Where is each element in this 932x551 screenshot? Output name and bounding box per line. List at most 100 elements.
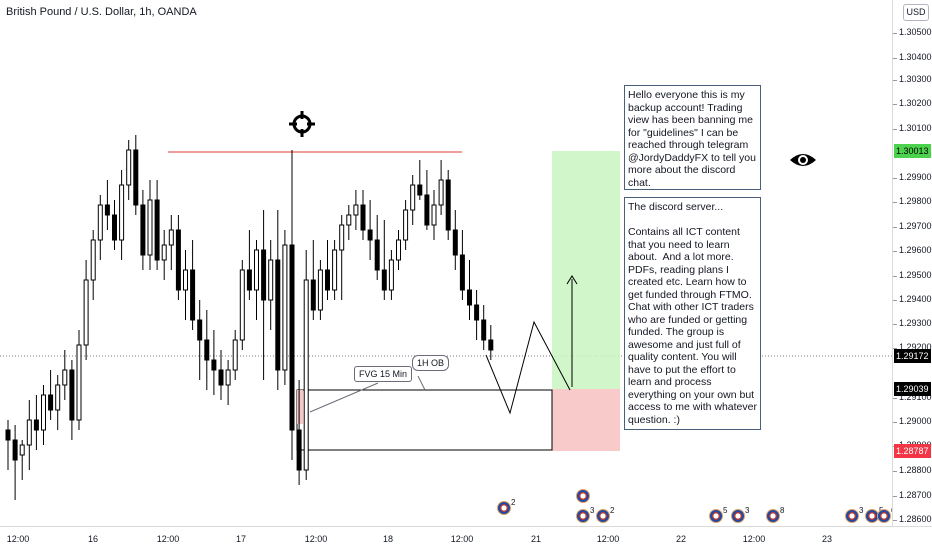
event-count: 6 bbox=[891, 506, 892, 515]
candle-body bbox=[396, 239, 401, 261]
candle-body bbox=[90, 239, 96, 281]
candle-body bbox=[474, 304, 480, 321]
currency-button[interactable]: USD bbox=[903, 4, 929, 21]
price-chart[interactable] bbox=[0, 0, 892, 526]
target-arrow-head bbox=[566, 275, 578, 285]
last-price-label: 1.29172 bbox=[894, 349, 931, 363]
fvg-box[interactable] bbox=[297, 390, 303, 424]
flag-icon[interactable] bbox=[731, 509, 745, 523]
time-tick: 17 bbox=[235, 534, 247, 544]
event-count: 2 bbox=[511, 498, 516, 507]
ob-callout[interactable]: 1H OB bbox=[412, 355, 450, 371]
candle-body bbox=[41, 394, 46, 431]
candle-body bbox=[211, 359, 217, 371]
flag-icon[interactable] bbox=[497, 501, 511, 515]
candle-body bbox=[246, 269, 252, 291]
price-tick: 1.29100 bbox=[893, 392, 932, 402]
candle-body bbox=[254, 249, 259, 291]
price-tick: 1.30100 bbox=[893, 123, 932, 133]
candle-body bbox=[275, 259, 281, 371]
stop-zone[interactable] bbox=[552, 389, 620, 451]
price-tick: 1.30200 bbox=[893, 98, 932, 108]
candle-body bbox=[161, 244, 167, 261]
candle-body bbox=[374, 239, 380, 271]
candle-body bbox=[452, 229, 458, 256]
candle-body bbox=[12, 439, 18, 461]
candle-body bbox=[239, 269, 245, 341]
price-tick: 1.29300 bbox=[893, 318, 932, 328]
flag-icon[interactable] bbox=[576, 489, 590, 503]
candle-body bbox=[431, 204, 437, 226]
entry-price-label: 1.29039 bbox=[894, 382, 931, 396]
price-tick: 1.29400 bbox=[893, 294, 932, 304]
time-tick: 12:00 bbox=[450, 534, 474, 544]
candle-body bbox=[5, 429, 11, 441]
projection-path[interactable] bbox=[485, 320, 571, 415]
candle-body bbox=[467, 289, 472, 306]
candle-body bbox=[190, 269, 196, 321]
event-count: 3 bbox=[745, 506, 750, 515]
candle-body bbox=[346, 214, 352, 226]
candle-body bbox=[310, 279, 316, 311]
fvg-callout[interactable]: FVG 15 Min bbox=[354, 366, 413, 382]
time-axis[interactable]: 12:00 16 12:00 17 12:00 18 12:00 21 12:00 22 12:00… bbox=[0, 526, 932, 551]
candle-body bbox=[410, 184, 416, 211]
time-tick: 22 bbox=[675, 534, 687, 544]
flag-icon[interactable] bbox=[877, 509, 891, 523]
candle-body bbox=[168, 229, 174, 246]
price-tick: 1.29500 bbox=[893, 270, 932, 280]
candle-body bbox=[303, 279, 309, 471]
price-axis[interactable]: 1.30500 1.30400 1.30300 1.30200 1.30100 1.299… bbox=[892, 0, 932, 526]
price-tick: 1.29800 bbox=[893, 196, 932, 206]
price-tick: 1.30500 bbox=[893, 27, 932, 37]
note-discord[interactable]: The discord server... Contains all ICT c… bbox=[624, 197, 761, 430]
candle-body bbox=[133, 149, 139, 206]
flag-icon[interactable] bbox=[845, 509, 859, 523]
candle-body bbox=[445, 179, 451, 231]
stop-price-label: 1.28787 bbox=[894, 444, 931, 458]
candle-body bbox=[218, 369, 224, 386]
candle-body bbox=[204, 339, 210, 361]
crosshair-icon[interactable] bbox=[289, 111, 315, 137]
time-tick: 12:00 bbox=[156, 534, 180, 544]
time-tick: 12:00 bbox=[304, 534, 328, 544]
target-zone[interactable] bbox=[552, 151, 620, 389]
flag-icon[interactable] bbox=[766, 509, 780, 523]
candle-body bbox=[119, 184, 125, 241]
candle-body bbox=[26, 419, 32, 446]
candle-body bbox=[459, 254, 465, 291]
candle-body bbox=[232, 339, 238, 371]
candle-body bbox=[367, 229, 373, 241]
candle-body bbox=[154, 199, 160, 261]
flag-icon[interactable] bbox=[596, 509, 610, 523]
time-tick: 16 bbox=[87, 534, 99, 544]
candle-body bbox=[424, 194, 430, 226]
time-tick: 12:00 bbox=[742, 534, 766, 544]
event-count: 3 bbox=[590, 506, 595, 515]
price-tick: 1.30300 bbox=[893, 74, 932, 84]
symbol-title[interactable]: British Pound / U.S. Dollar, 1h, OANDA bbox=[6, 6, 197, 18]
time-tick: 12:00 bbox=[6, 534, 30, 544]
target-price-label: 1.30013 bbox=[894, 144, 931, 158]
time-tick: 18 bbox=[382, 534, 394, 544]
candle-body bbox=[62, 369, 68, 386]
eye-icon[interactable] bbox=[790, 154, 816, 166]
candle-body bbox=[339, 224, 345, 251]
candle-body bbox=[197, 319, 203, 341]
candle-body bbox=[19, 444, 25, 456]
candle-body bbox=[76, 344, 82, 421]
chart-area[interactable]: British Pound / U.S. Dollar, 1h, OANDA F… bbox=[0, 0, 892, 526]
candle-body bbox=[126, 149, 132, 186]
price-tick: 1.29000 bbox=[893, 416, 932, 426]
candle-body bbox=[33, 419, 39, 431]
candle-body bbox=[97, 204, 103, 241]
flag-icon[interactable] bbox=[709, 509, 723, 523]
candle-body bbox=[289, 244, 295, 431]
candle-body bbox=[261, 249, 267, 301]
candle-body bbox=[296, 429, 302, 471]
time-tick: 12:00 bbox=[596, 534, 620, 544]
candle-body bbox=[481, 319, 487, 341]
note-telegram[interactable]: Hello everyone this is my backup account… bbox=[624, 85, 761, 190]
price-tick: 1.28800 bbox=[893, 465, 932, 475]
flag-icon[interactable] bbox=[576, 509, 590, 523]
